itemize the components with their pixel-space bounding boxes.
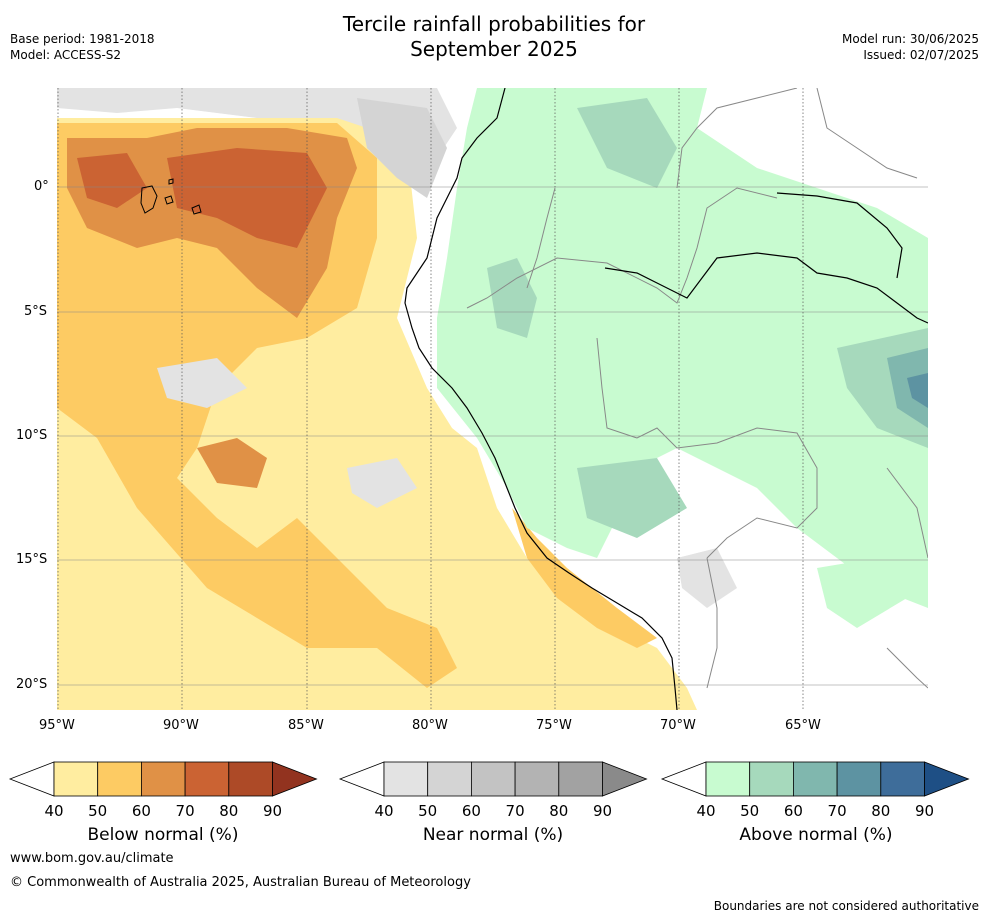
lat-label-20s: 20°S (16, 677, 48, 692)
below-normal-70-region-2 (167, 148, 327, 248)
lon-label-80w: 80°W (412, 718, 448, 733)
colorbar-near-segment (558, 761, 603, 797)
lon-label-75w: 75°W (536, 718, 572, 733)
colorbar-near-tick-label: 90 (593, 802, 612, 820)
colorbar-near-right-arrow (602, 761, 648, 797)
national-borders (466, 88, 928, 689)
colorbar-above-tick-label: 50 (740, 802, 759, 820)
above-normal-70-region (907, 373, 928, 408)
colorbar-below-segment (53, 761, 99, 797)
lon-label-90w: 90°W (163, 718, 199, 733)
colorbar-below-left-arrow (8, 761, 55, 797)
near-normal-north-band (57, 88, 457, 158)
colorbar-below-tick-label: 70 (176, 802, 195, 820)
lat-label-10s: 10°S (16, 428, 48, 443)
colorbar-below-tick-label: 40 (44, 802, 63, 820)
rainfall-probability-map (57, 88, 928, 710)
lat-label-5s: 5°S (24, 304, 48, 319)
above-normal-patch-south (817, 558, 907, 628)
colorbar-below-tick-label: 80 (219, 802, 238, 820)
footer-note: Boundaries are not considered authoritat… (713, 899, 979, 913)
colorbar-below-segment (228, 761, 273, 797)
lon-label-85w: 85°W (288, 718, 324, 733)
island-san-cristobal (191, 204, 202, 215)
near-normal-coast-patch (357, 98, 447, 198)
coastline (404, 88, 678, 710)
above-normal-50-region-2 (577, 98, 677, 188)
colorbar-above-tick-label: 80 (871, 802, 890, 820)
island-santa-cruz (164, 195, 174, 205)
model-name: Model: ACCESS-S2 (10, 48, 122, 62)
colorbar-above-segment (705, 761, 751, 797)
colorbar-title-below: Below normal (%) (87, 825, 239, 845)
map-title: Tercile rainfall probabilities for Septe… (0, 12, 988, 62)
colorbar-near-segment (427, 761, 472, 797)
title-line-1: Tercile rainfall probabilities for (342, 12, 646, 36)
colorbar-near-tick-label: 40 (374, 802, 393, 820)
colorbar-below-segment (140, 761, 186, 797)
footer-copyright: © Commonwealth of Australia 2025, Austra… (10, 875, 471, 890)
colorbar-legends: 40 50 60 70 80 90 40 50 60 70 80 90 40 50 60 70 80 90 (8, 761, 970, 820)
lon-label-95w: 95°W (39, 718, 75, 733)
colorbar-near-segment (383, 761, 429, 797)
colorbar-below-segment (97, 761, 142, 797)
island-small (168, 178, 174, 185)
near-normal-patch-1 (157, 358, 247, 408)
colorbar-above-segment (836, 761, 882, 797)
colorbar-above-left-arrow (660, 761, 707, 797)
below-normal-70-region (77, 153, 147, 208)
model-run: Model run: 30/06/2025 (841, 32, 979, 46)
colorbar-above-right-arrow (924, 761, 970, 797)
colorbar-below-tick-label: 60 (132, 802, 151, 820)
colorbar-above-tick-label: 70 (828, 802, 847, 820)
galapagos-islands (140, 178, 202, 215)
map-gridlines (57, 186, 928, 686)
colorbar-below-tick-label: 50 (88, 802, 107, 820)
colorbar-above-tick-label: 90 (915, 802, 934, 820)
colorbar-near-left-arrow (338, 761, 385, 797)
below-normal-coast-strip (512, 508, 657, 648)
issued-date: Issued: 02/07/2025 (863, 48, 979, 62)
colorbar-near-tick-label: 60 (462, 802, 481, 820)
colorbar-near-tick-label: 50 (418, 802, 437, 820)
above-normal-60-region (887, 348, 928, 428)
colorbar-near-tick-label: 80 (549, 802, 568, 820)
colorbar-title-above: Above normal (%) (739, 825, 893, 845)
below-normal-60-region-2 (197, 438, 267, 488)
colorbar-near-tick-label: 70 (506, 802, 525, 820)
above-normal-50-region (487, 258, 537, 338)
metadata-left: Base period: 1981-2018 Model: ACCESS-S2 (10, 31, 155, 63)
title-line-2: September 2025 (410, 37, 578, 61)
colorbar-above-segment (880, 761, 925, 797)
metadata-right: Model run: 30/06/2025 Issued: 02/07/2025 (842, 31, 979, 63)
colorbar-below-tick-label: 90 (263, 802, 282, 820)
colorbar-near-segment (514, 761, 560, 797)
base-period: Base period: 1981-2018 (10, 32, 155, 46)
colorbar-above-tick-label: 60 (784, 802, 803, 820)
lon-label-65w: 65°W (785, 718, 821, 733)
near-normal-patch-3 (677, 548, 737, 608)
colorbar-near-segment (470, 761, 516, 797)
above-normal-50-region-3 (577, 458, 687, 538)
footer-url: www.bom.gov.au/climate (10, 851, 174, 866)
lat-label-0: 0° (34, 179, 49, 194)
colorbar-above-segment (793, 761, 838, 797)
lat-label-15s: 15°S (16, 552, 48, 567)
above-normal-40-region (437, 88, 928, 608)
amazon-river (604, 192, 928, 324)
below-normal-50-region (57, 123, 457, 688)
island-isabela (140, 185, 158, 214)
lon-label-70w: 70°W (660, 718, 696, 733)
map-meridians (57, 88, 804, 710)
colorbar-above-tick-label: 40 (696, 802, 715, 820)
near-normal-patch-4 (347, 458, 417, 508)
colorbar-below-right-arrow (272, 761, 318, 797)
colorbar-below-segment (184, 761, 230, 797)
colorbar-title-near: Near normal (%) (422, 825, 564, 845)
colorbar-above-segment (749, 761, 794, 797)
